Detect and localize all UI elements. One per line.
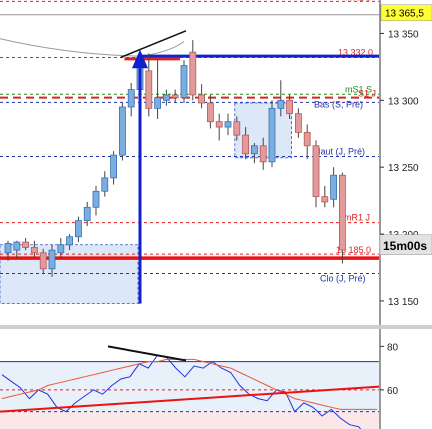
candle[interactable] [101, 177, 109, 192]
price-tick-label: 13 300 [388, 96, 419, 107]
candle[interactable] [75, 220, 82, 238]
candle[interactable] [154, 97, 162, 109]
indicator-trend-line[interactable] [0, 385, 380, 413]
indicator-panel[interactable] [0, 345, 380, 429]
candle[interactable] [48, 249, 56, 270]
indicator-tick-label: 60 [387, 386, 399, 397]
timeframe-badge[interactable] [379, 234, 432, 256]
candle[interactable] [22, 241, 30, 248]
candle[interactable] [180, 65, 188, 99]
candle[interactable] [110, 154, 117, 179]
moving-average-line [0, 38, 185, 57]
candle[interactable] [171, 94, 179, 99]
candle[interactable] [13, 241, 21, 251]
level-label: 13 332,0 [338, 48, 373, 58]
candle[interactable] [57, 244, 65, 254]
divergence-line-indicator[interactable] [107, 345, 187, 362]
timeframe-label: 15m00s [383, 239, 427, 253]
indicator-axis: 80 60 [379, 329, 399, 429]
candle[interactable] [259, 145, 267, 163]
indicator-lower-zone [0, 411, 379, 429]
level-label: mR2 J [345, 0, 371, 2]
current-price-badge [380, 4, 432, 21]
candle[interactable] [39, 252, 47, 270]
indicator-tick-label: 80 [387, 342, 399, 353]
candle[interactable] [189, 51, 197, 96]
price-tick-label: 13 250 [388, 163, 419, 174]
candle[interactable] [330, 174, 338, 200]
candle[interactable] [303, 132, 311, 147]
indicator-neutral-zone [0, 361, 379, 412]
panel-divider[interactable] [0, 325, 432, 329]
level-label: S1 J [358, 89, 376, 99]
level-label: 13 185,0 [336, 245, 371, 255]
candle[interactable] [277, 99, 285, 109]
candle[interactable] [66, 236, 73, 246]
arrow-head[interactable] [132, 49, 148, 69]
candle[interactable] [119, 106, 126, 156]
candle[interactable] [294, 113, 302, 133]
level-label: mR1 J [344, 213, 370, 223]
candle[interactable] [215, 121, 223, 128]
candle[interactable] [4, 243, 12, 254]
current-price-label: 13 365,5 [385, 9, 424, 20]
divergence-line-price[interactable] [120, 30, 187, 59]
level-label: Haut (J, Pré) [314, 146, 365, 156]
level-label: Bas (S, Pré) [314, 99, 363, 109]
candle[interactable] [83, 206, 91, 222]
price-tick-label: 13 350 [388, 29, 419, 40]
candle[interactable] [224, 121, 232, 128]
candle[interactable] [92, 190, 100, 208]
candle[interactable] [145, 70, 153, 109]
level-label: Clo (J, Pré) [320, 274, 366, 284]
candle[interactable] [250, 145, 258, 155]
candle[interactable] [286, 99, 294, 115]
level-label: mS1 S [345, 84, 372, 94]
lower-zone[interactable] [0, 244, 139, 305]
candle[interactable] [127, 89, 135, 108]
candle[interactable] [312, 145, 320, 198]
oscillator-line[interactable] [1, 354, 377, 429]
candle[interactable] [233, 121, 241, 136]
candle[interactable] [338, 174, 346, 251]
signal-line[interactable] [1, 358, 377, 410]
candle[interactable] [30, 247, 38, 254]
candle[interactable] [242, 134, 250, 155]
candle[interactable] [198, 94, 206, 104]
candle[interactable] [268, 107, 276, 163]
candle[interactable] [162, 94, 170, 101]
candle[interactable] [206, 102, 214, 123]
candle[interactable] [321, 196, 329, 203]
price-tick-label: 13 150 [388, 297, 419, 308]
